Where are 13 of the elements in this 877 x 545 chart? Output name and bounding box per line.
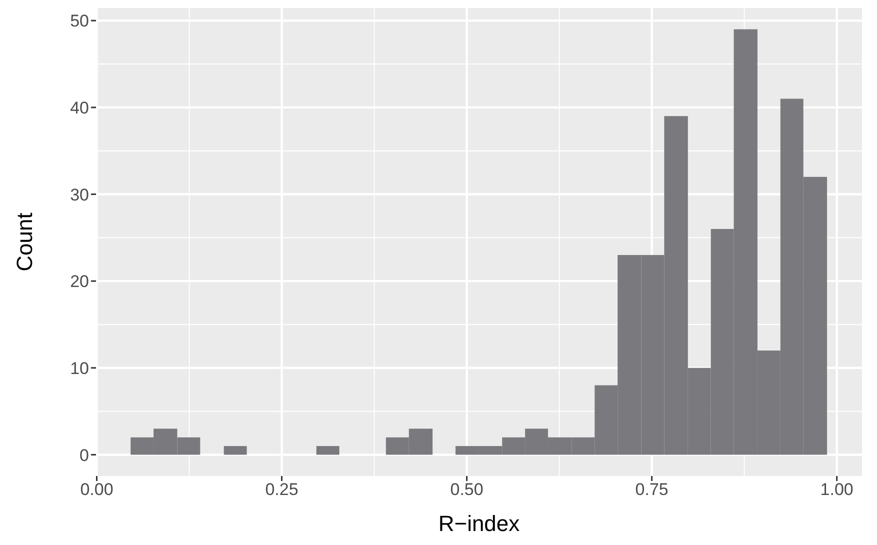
y-tick-label: 40 [70, 98, 89, 118]
x-tick-label: 0.25 [265, 480, 298, 500]
y-tick-label: 20 [70, 272, 89, 292]
x-tick-label: 1.00 [820, 480, 854, 500]
y-tick-label: 30 [70, 185, 89, 204]
x-tick-label: 0.50 [450, 480, 484, 500]
x-axis-title: R−index [438, 511, 520, 536]
y-axis-title: Count [12, 212, 37, 272]
y-tick-label: 50 [70, 12, 89, 31]
x-tick-label: 0.00 [80, 480, 114, 500]
x-tick-label: 0.75 [635, 480, 668, 500]
y-tick-label: 10 [70, 358, 89, 378]
y-tick-label: 0 [80, 446, 89, 465]
